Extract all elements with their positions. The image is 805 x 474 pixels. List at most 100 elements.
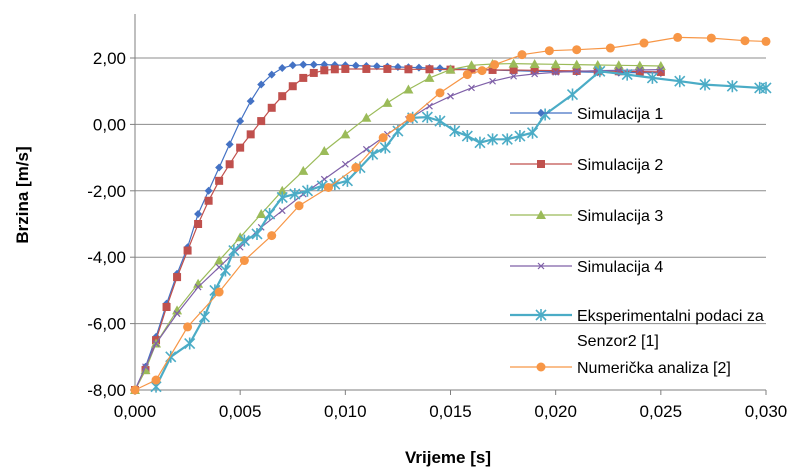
legend-label: Simulacija 2 xyxy=(577,157,663,174)
legend-label: Simulacija 4 xyxy=(577,259,663,276)
data-point xyxy=(466,60,477,70)
data-point xyxy=(341,174,354,187)
data-point xyxy=(382,97,393,107)
data-point xyxy=(467,65,476,74)
data-point xyxy=(406,113,416,123)
data-point xyxy=(489,77,496,85)
data-point xyxy=(510,72,518,80)
data-point xyxy=(204,196,213,205)
data-point xyxy=(362,64,371,73)
data-point xyxy=(184,337,196,350)
data-point xyxy=(699,78,711,91)
data-point xyxy=(215,176,224,185)
data-point xyxy=(362,145,370,153)
data-point xyxy=(477,66,487,76)
data-point xyxy=(514,130,526,143)
data-point xyxy=(219,264,232,277)
data-point xyxy=(403,84,414,94)
data-point xyxy=(378,133,388,143)
legend-marker xyxy=(537,109,545,117)
legend-item: Numerička analiza [2] xyxy=(510,360,731,377)
data-point xyxy=(468,84,475,92)
data-point xyxy=(490,60,500,70)
data-point xyxy=(461,130,473,143)
data-point xyxy=(421,111,433,124)
data-point xyxy=(529,58,540,68)
data-point xyxy=(656,67,665,76)
legend-label: Numerička analiza [2] xyxy=(577,360,731,377)
data-point xyxy=(330,65,339,74)
data-point xyxy=(761,36,771,46)
data-point xyxy=(204,186,213,195)
y-tick-label: 2,00 xyxy=(93,49,126,68)
data-point xyxy=(198,310,210,323)
data-point xyxy=(225,140,234,149)
data-point xyxy=(383,64,392,73)
data-point xyxy=(566,88,579,101)
y-tick-label: -6,00 xyxy=(87,315,126,334)
data-point xyxy=(299,60,308,69)
data-point xyxy=(299,73,308,82)
data-point xyxy=(544,46,554,56)
data-point xyxy=(289,188,301,201)
legend-marker xyxy=(536,362,546,372)
data-point xyxy=(434,115,446,128)
y-tick-label: -8,00 xyxy=(87,381,126,400)
data-point xyxy=(639,38,649,48)
data-point xyxy=(278,63,287,72)
data-point xyxy=(194,283,202,291)
data-point xyxy=(341,160,349,168)
data-point xyxy=(636,66,644,74)
data-point xyxy=(361,112,372,122)
data-point xyxy=(239,256,249,266)
data-point xyxy=(674,75,686,88)
data-point xyxy=(621,68,633,81)
legend-label: Simulacija 3 xyxy=(577,208,663,225)
x-tick-label: 0,010 xyxy=(324,402,367,421)
data-point xyxy=(760,81,772,94)
legend-marker xyxy=(536,210,546,219)
data-point xyxy=(264,208,276,221)
data-point xyxy=(740,36,750,46)
data-point xyxy=(447,92,454,100)
data-point xyxy=(236,143,245,152)
data-point xyxy=(726,80,738,93)
data-point xyxy=(435,88,445,98)
data-point xyxy=(414,63,423,72)
data-point xyxy=(508,58,519,68)
data-point xyxy=(594,65,606,78)
legend: Simulacija 1 Simulacija 2 Simulacija 3 Simu… xyxy=(510,106,764,377)
data-point xyxy=(635,67,644,76)
gridlines xyxy=(135,57,766,325)
data-point xyxy=(488,65,497,74)
data-point xyxy=(267,103,276,112)
data-point xyxy=(530,66,539,75)
data-point xyxy=(278,207,286,215)
data-point xyxy=(646,71,658,84)
data-point xyxy=(267,231,277,241)
data-point xyxy=(236,117,245,126)
legend-marker xyxy=(537,262,545,270)
data-point xyxy=(706,33,716,43)
data-point xyxy=(130,385,140,395)
data-point xyxy=(256,209,267,219)
data-point xyxy=(277,185,288,195)
data-point xyxy=(194,210,203,219)
legend-item: Simulacija 3 xyxy=(510,208,663,225)
data-point xyxy=(215,163,224,172)
y-tick-label: -4,00 xyxy=(87,248,126,267)
series-layer xyxy=(130,32,772,395)
data-point xyxy=(531,70,539,78)
data-point xyxy=(614,67,623,76)
data-point xyxy=(462,70,472,80)
legend-label: Simulacija 1 xyxy=(577,106,663,123)
data-point xyxy=(341,64,350,73)
data-point xyxy=(379,141,391,154)
series-6 xyxy=(130,32,771,395)
data-point xyxy=(372,62,381,71)
legend-item: Eksperimentalni podaci za Senzor2 [1] xyxy=(510,308,764,350)
data-point xyxy=(238,234,250,247)
data-point xyxy=(225,160,234,169)
data-point xyxy=(552,68,560,76)
